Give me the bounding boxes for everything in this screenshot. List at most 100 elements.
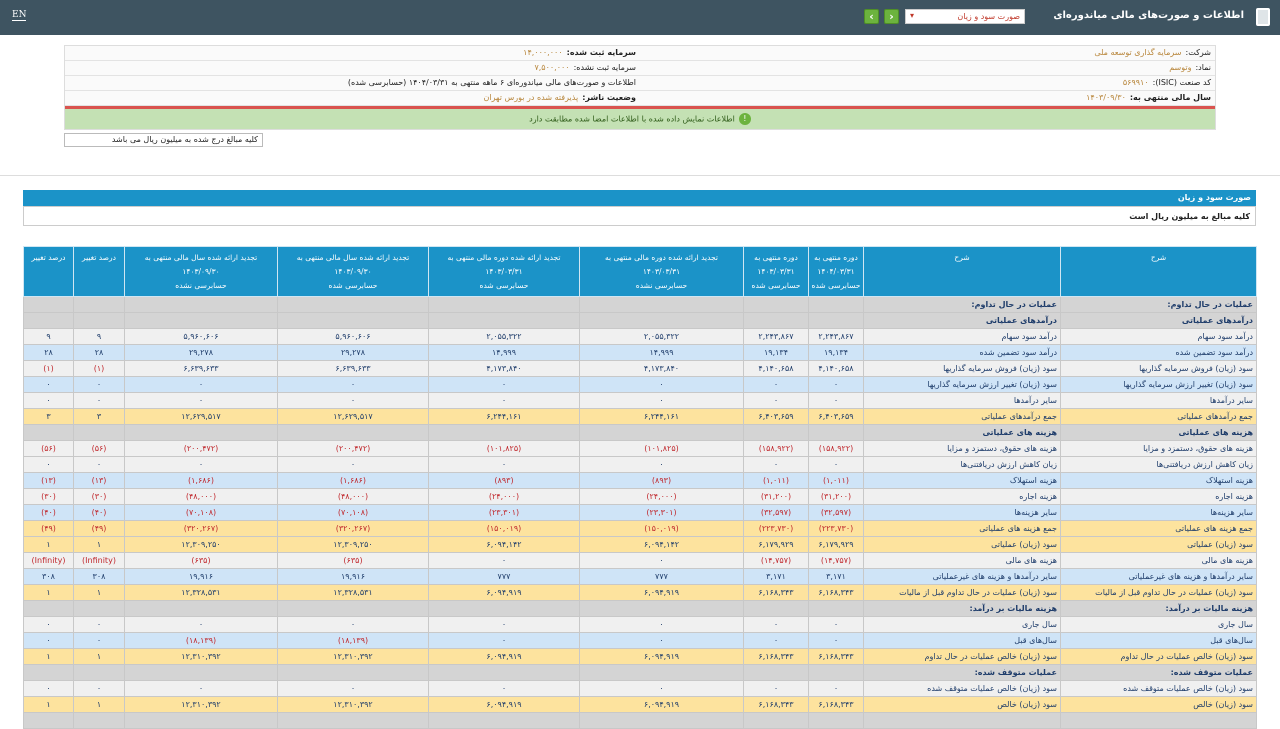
value-cell: ۱۲,۶۲۹,۵۱۷ [124,408,278,425]
value-cell: ۰ [808,456,864,473]
value-cell: ۵,۹۶۰,۶۰۶ [124,328,278,345]
value-cell: ۲,۰۵۵,۳۲۲ [428,328,580,345]
value-cell: ۰ [579,552,744,569]
table-row: هزینه استهلاک هزینه استهلاک (۱,۰۱۱) (۱,۰۱۱)… [23,472,1257,489]
fiscal-year-label: سال مالی منتهی به: [1129,93,1211,102]
value-cell: ۴,۱۷۳,۸۴۰ [428,360,580,377]
row-description: درآمدهای عملیاتی [863,312,1061,329]
value-cell: ۶,۰۹۴,۹۱۹ [579,696,744,713]
value-cell: (۳۰) [23,488,74,505]
value-cell: ۰ [73,392,125,409]
value-cell: (۱) [73,360,125,377]
value-cell: ۰ [73,680,125,697]
row-description: هزینه استهلاک [1060,472,1257,489]
row-description: جمع هزینه های عملیاتی [863,520,1061,537]
value-cell [23,712,74,729]
value-cell: ۲۸ [73,344,125,361]
value-cell [743,296,809,313]
table-row: سود (زیان) خالص عملیات در حال تداوم سود (… [23,648,1257,665]
value-cell: ۱۲,۳۱۰,۳۹۲ [277,648,429,665]
value-cell: ۶,۰۹۴,۱۴۲ [579,536,744,553]
value-cell: ۱۴,۹۹۹ [579,344,744,361]
column-header-line: تجدید ارائه شده دوره مالی منتهی به [447,253,561,262]
row-description: هزینه مالیات بر درآمد: [1060,600,1257,617]
column-header-line: تجدید ارائه شده سال مالی منتهی به [296,253,410,262]
value-cell: ۷۷۷ [428,568,580,585]
column-header-line: شرح [954,253,970,262]
value-cell [579,424,744,441]
value-cell: ۳ [23,408,74,425]
language-en-link[interactable]: EN [12,10,27,21]
value-cell [73,424,125,441]
value-cell: (۷۰,۱۰۸) [277,504,429,521]
row-description: سایر هزینه‌ها [863,504,1061,521]
value-cell: (۱,۶۸۶) [124,472,278,489]
row-description: هزینه اجاره [863,488,1061,505]
row-description: سود (زیان) تغییر ارزش سرمایه گذاریها [1060,376,1257,393]
value-cell: (۴۰) [73,504,125,521]
value-cell: (۲۰۰,۴۷۲) [277,440,429,457]
table-row: سایر هزینه‌ها سایر هزینه‌ها (۳۲,۵۹۷) (۳۲,۵۹… [23,504,1257,521]
symbol-value: وتوسم [1169,63,1192,72]
value-cell: ۰ [808,680,864,697]
value-cell: ۶,۰۹۴,۱۴۲ [428,536,580,553]
value-cell: ۶,۱۶۸,۳۴۳ [743,696,809,713]
value-cell: ۱ [23,696,74,713]
value-cell: ۶,۴۰۳,۶۵۹ [808,408,864,425]
value-cell: ۳ [73,408,125,425]
value-cell: (۳۲۰,۲۶۷) [124,520,278,537]
value-cell: ۱۹,۱۳۴ [808,344,864,361]
value-cell: ۰ [428,680,580,697]
value-cell: ۰ [743,616,809,633]
column-header-line: تجدید ارائه شده دوره مالی منتهی به [605,253,718,262]
column-header-line: حسابرسی شده [328,281,378,290]
value-cell: ۲۸ [23,344,74,361]
column-header-line: حسابرسی نشده [175,281,227,290]
unregistered-capital-label: سرمایه ثبت نشده: [573,63,636,72]
row-description: سود (زیان) تغییر ارزش سرمایه گذاریها [863,376,1061,393]
value-cell: ۰ [808,392,864,409]
prev-report-button[interactable]: ‹ [864,9,879,24]
value-cell: ۲,۲۴۳,۸۶۷ [808,328,864,345]
value-cell: ۵,۹۶۰,۶۰۶ [277,328,429,345]
value-cell: (۱۰۱,۸۲۵) [579,440,744,457]
value-cell: (۱۳) [23,472,74,489]
value-cell [124,424,278,441]
column-header: تجدید ارائه شده دوره مالی منتهی به ۱۴۰۳/۰… [579,246,744,297]
divider [0,175,1280,176]
value-cell: ۰ [743,632,809,649]
row-description: سایر درآمدها و هزینه های غیرعملیاتی [863,568,1061,585]
row-description: سایر درآمدها [863,392,1061,409]
value-cell: ۱۹,۱۳۴ [743,344,809,361]
value-cell: (۴۰) [23,504,74,521]
value-cell [579,712,744,729]
row-description: درآمد سود تضمین شده [1060,344,1257,361]
value-cell: ۰ [743,680,809,697]
report-type-select[interactable]: صورت سود و زیان ▾ [905,9,1025,24]
value-cell: ۰ [73,456,125,473]
value-cell: (۴۹) [23,520,74,537]
column-header-line: حسابرسی شده [811,281,861,290]
value-cell [743,312,809,329]
value-cell: ۷۷۷ [579,568,744,585]
value-cell: ۶,۰۹۴,۹۱۹ [428,648,580,665]
value-cell: (۱) [23,360,74,377]
next-report-button[interactable]: › [884,9,899,24]
value-cell: ۰ [277,680,429,697]
value-cell: (۴۹) [73,520,125,537]
value-cell: ۰ [23,456,74,473]
row-description: سایر هزینه‌ها [1060,504,1257,521]
value-cell: (۲۲۳,۷۳۰) [808,520,864,537]
value-cell: ۱۲,۳۲۸,۵۳۱ [277,584,429,601]
row-description: سایر درآمدها [1060,392,1257,409]
section-subtitle: کلیه مبالغ به میلیون ریال است [23,206,1256,226]
table-row: سود (زیان) فروش سرمایه گذاریها سود (زیان)… [23,360,1257,377]
value-cell: (۲۴,۰۰۰) [428,488,580,505]
column-header-line: ۱۴۰۴/۰۳/۳۱ [817,267,855,276]
value-cell: ۹ [23,328,74,345]
value-cell: (۷۰,۱۰۸) [124,504,278,521]
value-cell [277,712,429,729]
value-cell: (۳۲,۵۹۷) [808,504,864,521]
table-row: هزینه های مالی هزینه های مالی (۱۴,۷۵۷) (۱۴,… [23,552,1257,569]
column-header: تجدید ارائه شده سال مالی منتهی به ۱۴۰۳/۰۹… [124,246,278,297]
